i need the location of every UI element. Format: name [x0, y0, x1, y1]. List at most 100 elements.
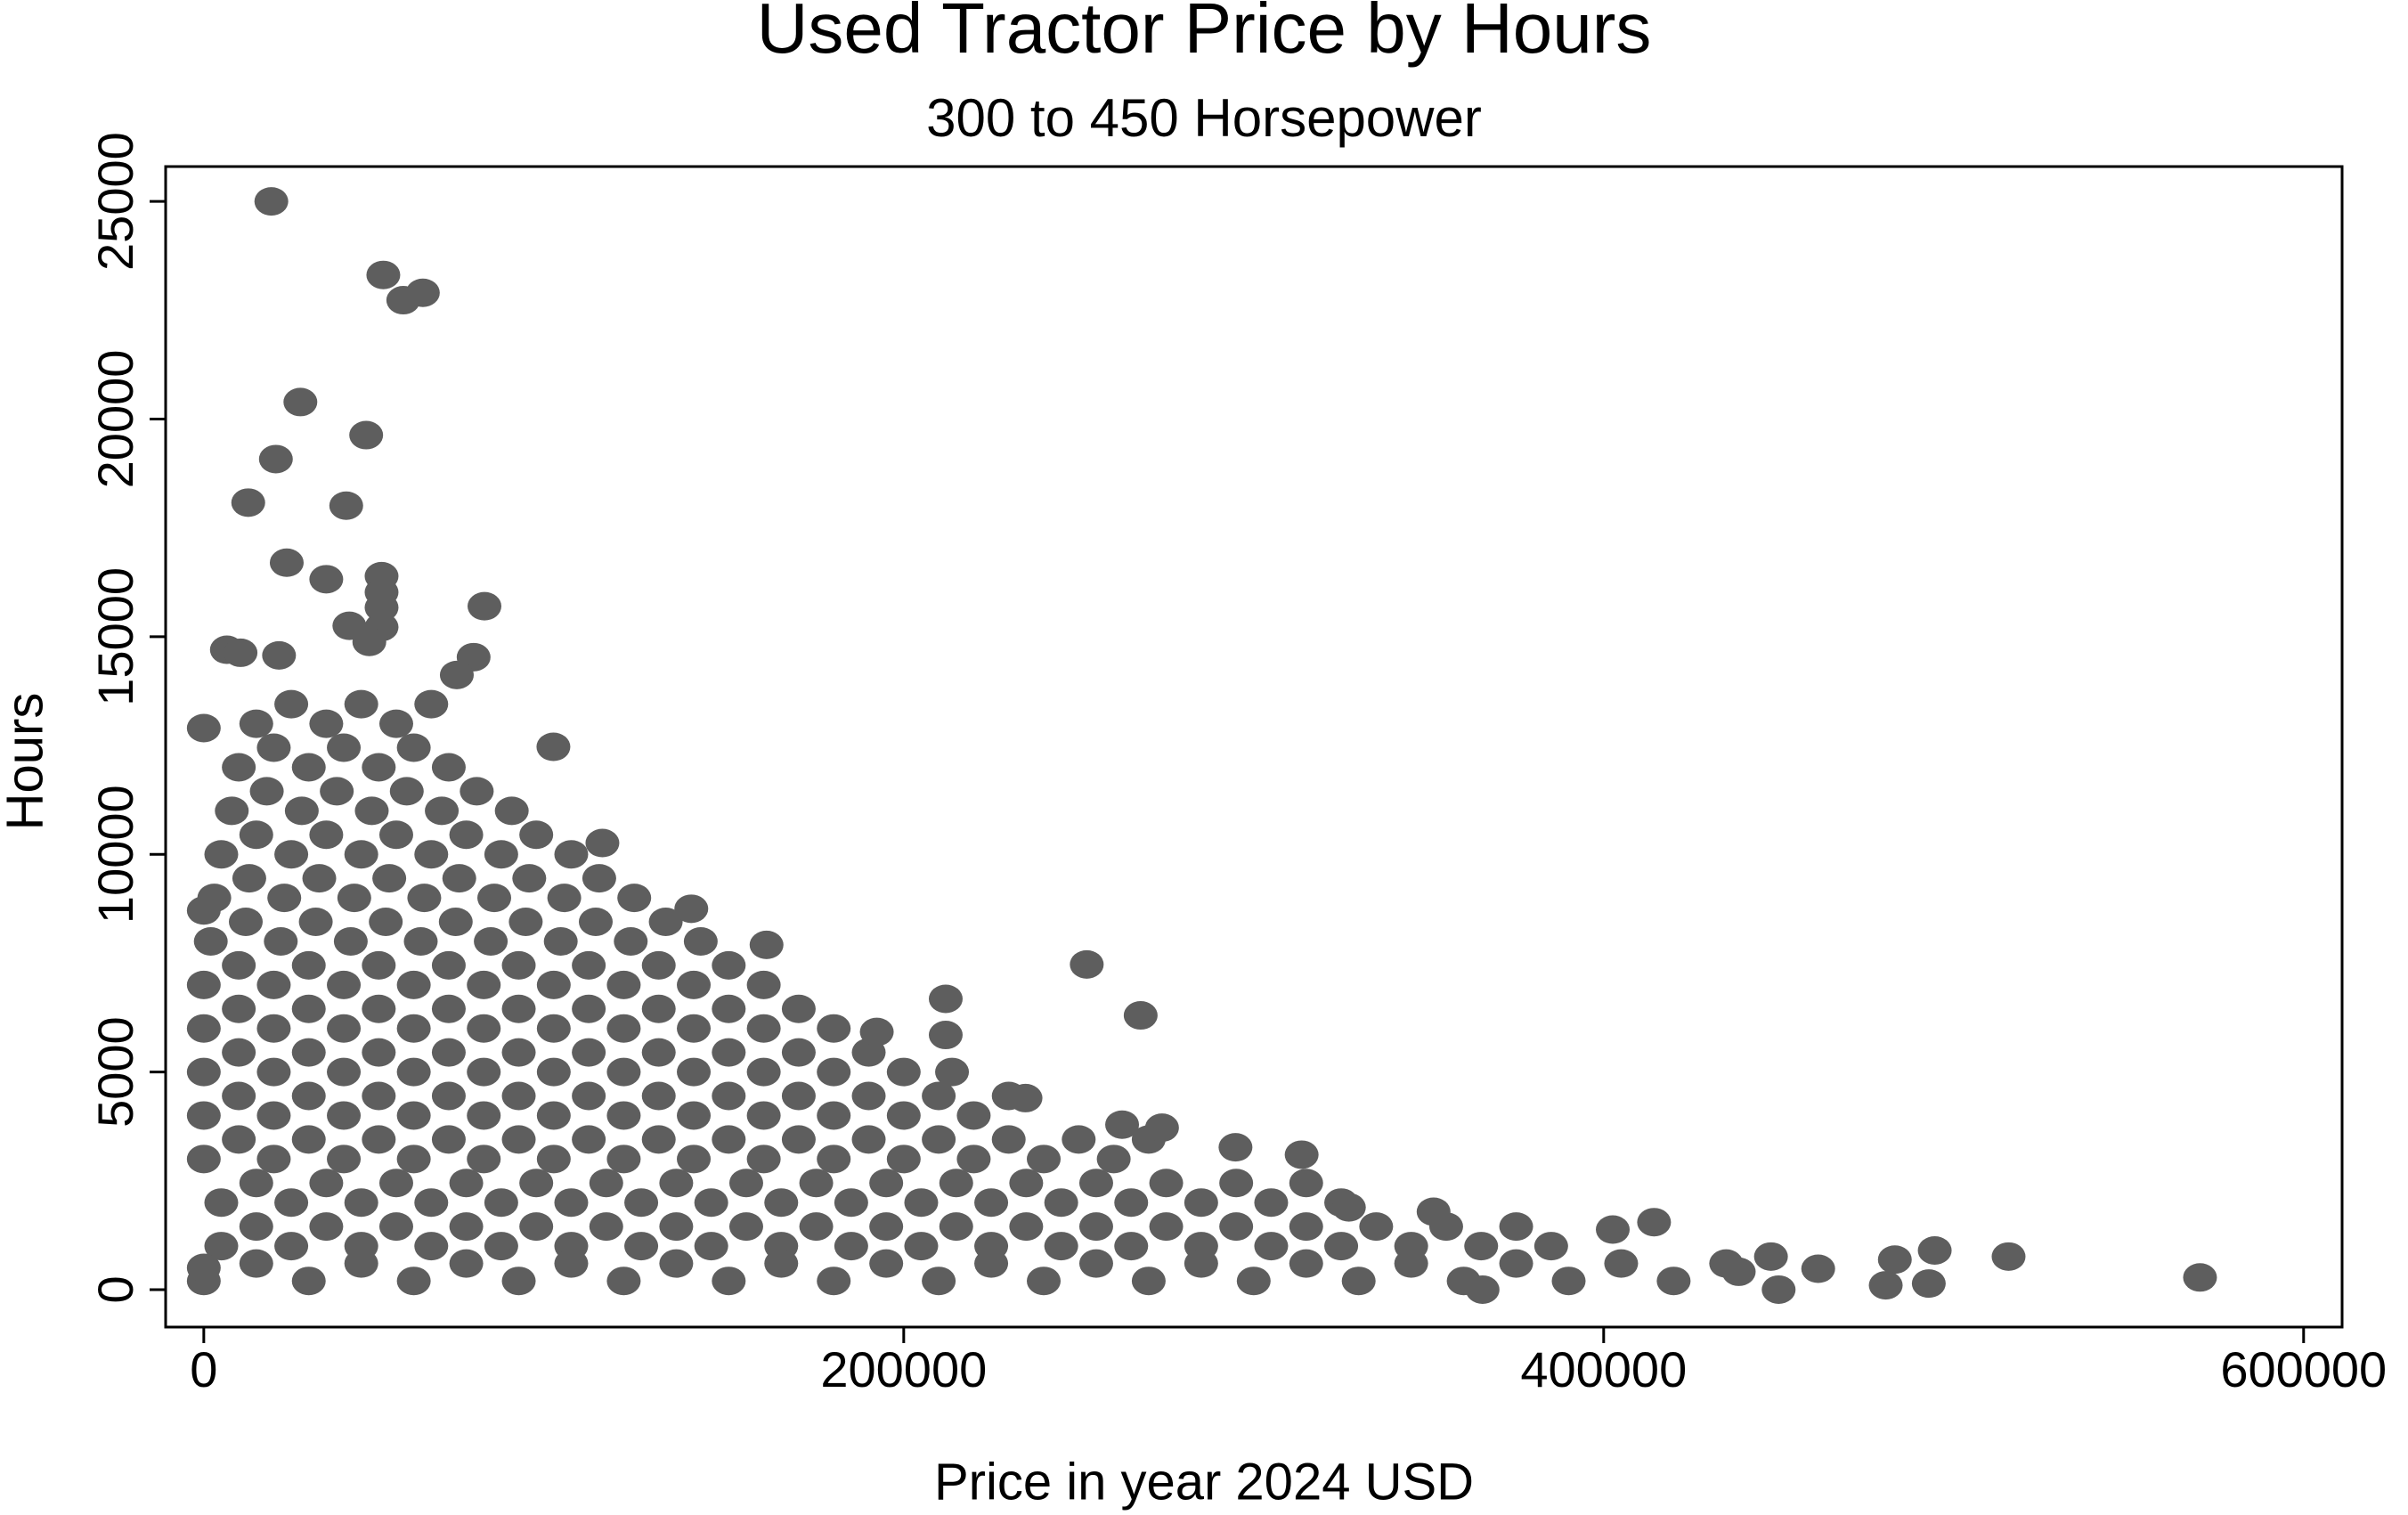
point: [222, 1081, 256, 1111]
point: [817, 1014, 851, 1043]
point: [1219, 1212, 1254, 1242]
point: [264, 926, 298, 956]
point: [222, 1125, 256, 1154]
point: [749, 930, 784, 959]
point: [224, 638, 258, 667]
point: [585, 828, 620, 858]
point: [407, 884, 442, 913]
point: [869, 1169, 904, 1198]
point: [215, 796, 249, 826]
point: [817, 1267, 851, 1296]
y-tick-label: 10000: [87, 785, 143, 924]
point: [460, 777, 494, 806]
point: [425, 796, 460, 826]
point: [1801, 1254, 1835, 1283]
point: [606, 1144, 641, 1174]
point: [886, 1101, 921, 1130]
point: [1289, 1169, 1323, 1198]
point: [352, 627, 386, 656]
point: [228, 907, 263, 936]
x-tick-label: 400000: [1520, 1341, 1687, 1397]
point: [256, 1144, 291, 1174]
point: [239, 1212, 273, 1242]
point: [939, 1169, 973, 1198]
point: [1184, 1249, 1218, 1278]
point: [869, 1212, 904, 1242]
point: [1868, 1271, 1903, 1300]
point: [728, 1212, 763, 1242]
point: [267, 884, 302, 913]
point: [274, 689, 309, 719]
point: [746, 970, 781, 999]
point: [256, 1057, 291, 1087]
point: [239, 1169, 273, 1198]
point: [712, 1081, 746, 1111]
point: [327, 1057, 362, 1087]
point: [1284, 1140, 1319, 1169]
point: [302, 864, 337, 893]
point: [396, 1267, 431, 1296]
point: [1499, 1212, 1533, 1242]
point: [309, 1169, 344, 1198]
point: [572, 1081, 606, 1111]
point: [1324, 1232, 1359, 1261]
point: [728, 1169, 763, 1198]
point: [1551, 1267, 1586, 1296]
point: [746, 1057, 781, 1087]
point: [1062, 1125, 1096, 1154]
point: [1394, 1249, 1428, 1278]
point: [1219, 1169, 1254, 1198]
point: [239, 709, 273, 738]
point: [449, 820, 484, 850]
point: [274, 840, 309, 869]
x-axis-title: Price in year 2024 USD: [934, 1453, 1474, 1511]
point: [501, 994, 536, 1023]
point: [186, 896, 221, 925]
point: [543, 926, 578, 956]
point: [222, 753, 256, 782]
point: [1027, 1267, 1062, 1296]
point: [262, 640, 297, 670]
point: [799, 1212, 834, 1242]
point: [799, 1169, 834, 1198]
point: [291, 1125, 326, 1154]
point: [449, 1249, 484, 1278]
point: [922, 1125, 956, 1154]
point: [501, 1267, 536, 1296]
point: [467, 970, 501, 999]
point: [1008, 1083, 1043, 1112]
point: [1144, 1113, 1179, 1143]
point: [414, 1232, 449, 1261]
point: [396, 733, 431, 762]
y-tick-label: 15000: [87, 567, 143, 706]
point: [186, 1014, 221, 1043]
point: [519, 1169, 554, 1198]
point: [1123, 1001, 1158, 1030]
point: [851, 1125, 886, 1154]
point: [1341, 1267, 1376, 1296]
point: [1078, 1249, 1113, 1278]
point: [354, 796, 389, 826]
plot-area: [186, 187, 2217, 1304]
point: [291, 950, 326, 980]
point: [1637, 1208, 1672, 1237]
point: [1991, 1242, 2026, 1271]
point: [589, 1169, 623, 1198]
point: [1044, 1232, 1078, 1261]
point: [327, 1144, 362, 1174]
point: [291, 994, 326, 1023]
point: [327, 970, 362, 999]
point: [256, 1014, 291, 1043]
point: [1078, 1169, 1113, 1198]
point: [2183, 1263, 2217, 1292]
point: [309, 1212, 344, 1242]
point: [869, 1249, 904, 1278]
point: [467, 1101, 501, 1130]
point: [712, 994, 746, 1023]
point: [396, 1014, 431, 1043]
point: [232, 864, 266, 893]
point: [746, 1101, 781, 1130]
point: [362, 1038, 396, 1067]
point: [904, 1232, 939, 1261]
point: [659, 1212, 694, 1242]
